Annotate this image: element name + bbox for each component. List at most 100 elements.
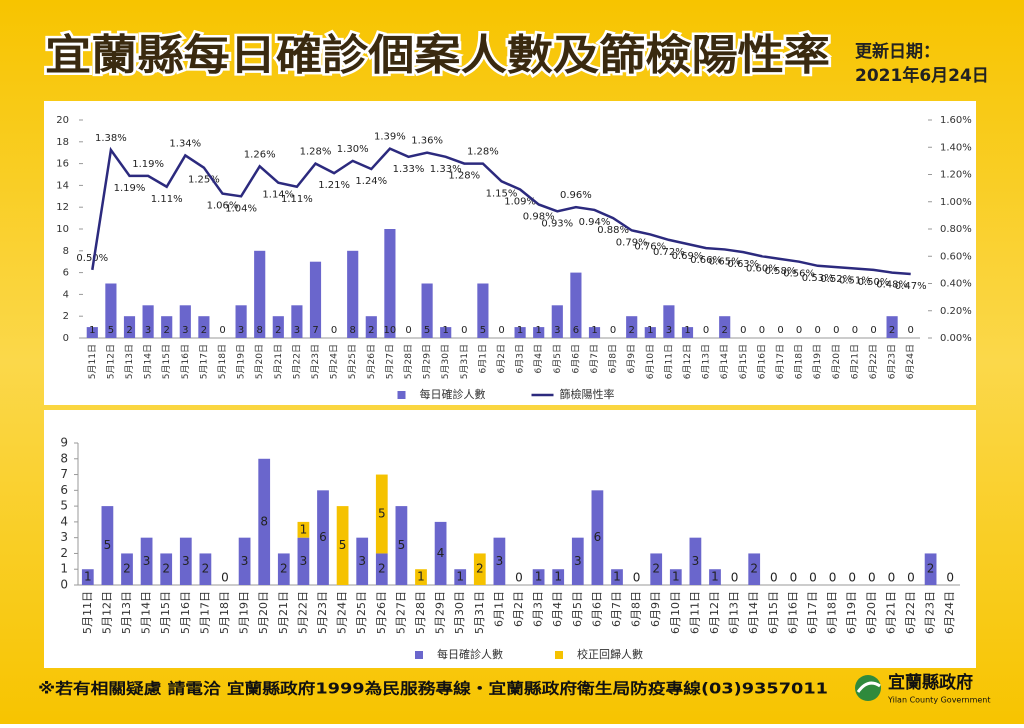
data-label: 0.65% xyxy=(709,256,741,267)
data-label: 0 xyxy=(703,325,709,336)
data-label: 0.79% xyxy=(616,237,648,248)
data-label: 0 xyxy=(848,571,856,585)
bar xyxy=(689,537,702,585)
x-tick-label: 6月20日 xyxy=(865,591,878,634)
y-tick-label: 6 xyxy=(63,268,69,279)
bar xyxy=(611,569,623,585)
data-label: 2 xyxy=(162,562,170,576)
x-tick-label: 6月2日 xyxy=(496,344,507,373)
x-tick-label: 5月26日 xyxy=(375,591,388,634)
y-tick-label: 14 xyxy=(56,180,69,191)
bar xyxy=(681,327,694,338)
x-tick-label: 6月15日 xyxy=(738,344,749,379)
legend-label: 每日確診人數 xyxy=(420,387,486,401)
data-label: 0.76% xyxy=(634,241,666,252)
data-label: 8 xyxy=(260,514,268,528)
x-tick-label: 6月14日 xyxy=(719,344,730,379)
x-tick-label: 5月30日 xyxy=(440,344,451,379)
bar xyxy=(179,305,191,338)
x-tick-label: 6月12日 xyxy=(708,591,721,634)
data-label: 2 xyxy=(123,562,131,576)
logo-name: 宜蘭縣政府 xyxy=(888,672,973,693)
x-tick-label: 5月18日 xyxy=(218,591,231,634)
data-label: 0 xyxy=(498,325,504,336)
logo-english: Yilan County Government xyxy=(887,696,991,705)
data-label: 1.34% xyxy=(169,138,201,149)
data-label: 2 xyxy=(889,325,895,336)
data-label: 1 xyxy=(613,570,621,584)
data-label: 0 xyxy=(870,325,876,336)
data-label: 1.06% xyxy=(207,201,239,212)
logo-icon xyxy=(855,675,881,701)
bar xyxy=(121,553,133,585)
data-label: 2 xyxy=(629,325,635,336)
x-tick-label: 5月13日 xyxy=(124,344,135,379)
data-label: 0 xyxy=(731,571,739,585)
y-tick-label: 8 xyxy=(60,451,68,465)
bar xyxy=(254,250,266,338)
data-label: 0 xyxy=(759,325,765,336)
bar xyxy=(140,537,153,585)
data-label: 0 xyxy=(829,571,837,585)
x-tick-label: 5月19日 xyxy=(238,591,251,634)
y2-tick-label: 0.80% xyxy=(940,224,972,235)
data-label: 3 xyxy=(496,554,504,568)
bar xyxy=(421,283,433,338)
x-tick-label: 6月4日 xyxy=(533,344,544,373)
panel-top xyxy=(44,101,976,405)
x-tick-label: 5月29日 xyxy=(422,344,433,379)
data-label: 2 xyxy=(927,562,935,576)
y-tick-label: 1 xyxy=(60,562,68,576)
bar xyxy=(309,261,322,338)
data-label: 0.50% xyxy=(858,277,890,288)
data-label: 5 xyxy=(339,538,347,552)
x-tick-label: 5月21日 xyxy=(273,344,284,379)
y-tick-label: 7 xyxy=(60,467,68,481)
data-label: 2 xyxy=(722,325,728,336)
y-tick-label: 12 xyxy=(56,202,69,213)
bar xyxy=(551,305,563,338)
x-tick-label: 5月15日 xyxy=(161,344,172,379)
data-label: 0.98% xyxy=(523,211,555,222)
data-label: 1.14% xyxy=(262,190,294,201)
data-label: 0.53% xyxy=(802,273,834,284)
data-label: 1.28% xyxy=(467,147,499,158)
x-tick-label: 6月20日 xyxy=(831,344,842,379)
data-label: 1 xyxy=(591,325,597,336)
data-label: 1 xyxy=(84,570,92,584)
x-tick-label: 6月16日 xyxy=(756,344,767,379)
data-label: 0.56% xyxy=(783,269,815,280)
bar xyxy=(533,327,545,338)
y-tick-label: 4 xyxy=(63,289,69,300)
data-label: 2 xyxy=(750,562,758,576)
legend-swatch xyxy=(415,651,423,659)
data-label: 0 xyxy=(852,325,858,336)
data-label: 0 xyxy=(815,325,821,336)
data-label: 1.11% xyxy=(281,194,313,205)
data-label: 1 xyxy=(443,325,449,336)
x-tick-label: 6月18日 xyxy=(794,344,805,379)
data-label: 8 xyxy=(350,325,356,336)
data-label: 1.09% xyxy=(504,196,536,207)
y-tick-label: 20 xyxy=(56,115,69,126)
legend-label: 校正回歸人數 xyxy=(577,647,643,661)
data-label: 0 xyxy=(219,325,225,336)
x-tick-label: 6月8日 xyxy=(630,591,643,627)
x-tick-label: 6月18日 xyxy=(826,591,839,634)
data-label: 5 xyxy=(480,325,486,336)
data-label: 0 xyxy=(777,325,783,336)
logo-icon xyxy=(856,681,881,693)
bar xyxy=(748,553,761,585)
x-tick-label: 6月22日 xyxy=(904,591,917,634)
x-tick-label: 6月24日 xyxy=(905,344,916,379)
data-label: 1 xyxy=(554,570,562,584)
panel-bottom xyxy=(44,410,976,668)
data-label: 3 xyxy=(554,325,560,336)
data-label: 1 xyxy=(711,570,719,584)
y2-tick-label: 1.00% xyxy=(940,197,972,208)
data-label: 2 xyxy=(126,325,132,336)
data-label: 2 xyxy=(368,325,374,336)
y2-tick-label: 0.40% xyxy=(940,279,972,290)
data-label: 0.69% xyxy=(672,251,704,262)
data-label: 0.96% xyxy=(560,190,592,201)
